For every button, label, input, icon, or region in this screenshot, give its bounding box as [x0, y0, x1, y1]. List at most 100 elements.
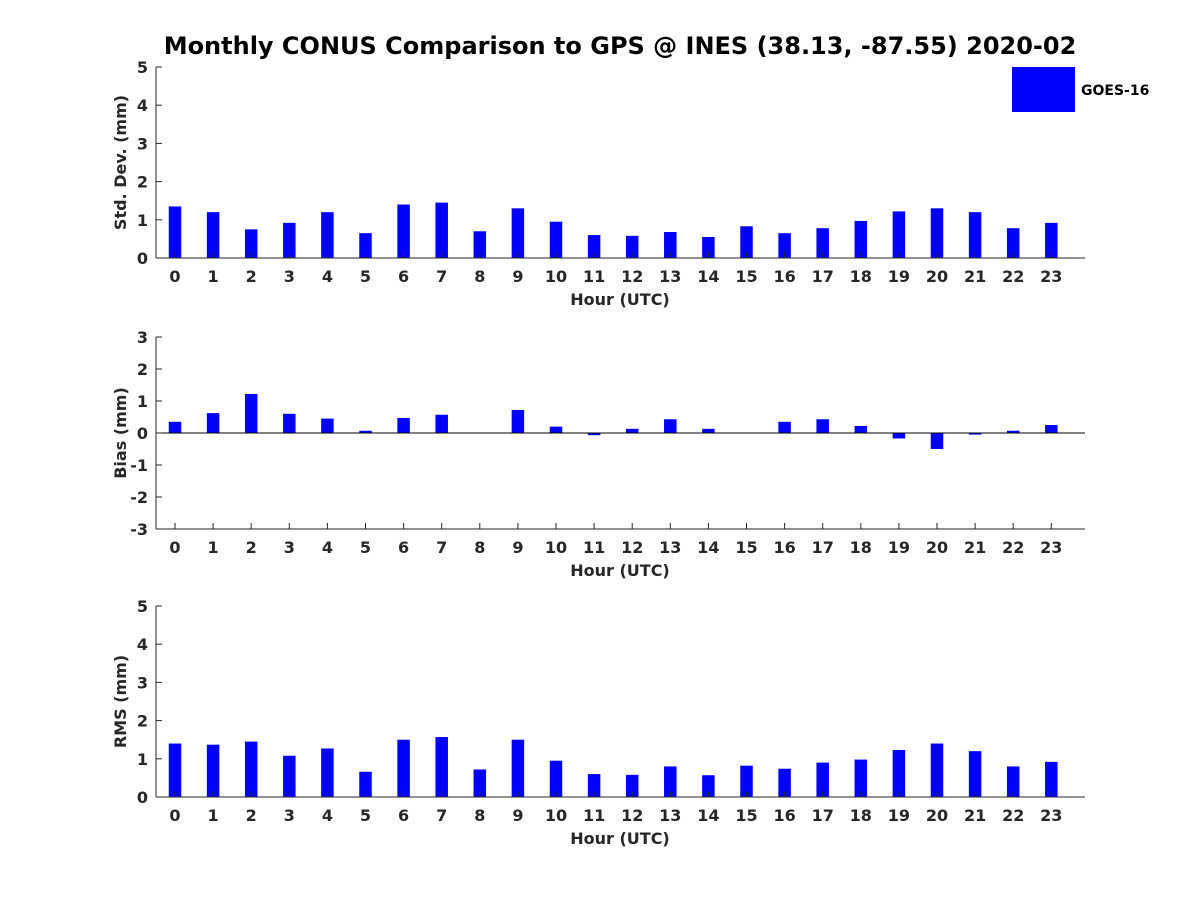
x-tick-label: 23: [1040, 538, 1062, 557]
y-tick-label: 5: [137, 597, 148, 616]
x-tick-label: 1: [208, 538, 219, 557]
x-tick-label: 18: [850, 267, 872, 286]
x-tick-label: 14: [697, 267, 719, 286]
x-tick-label: 4: [322, 267, 333, 286]
x-tick-label: 12: [621, 267, 643, 286]
y-tick-label: 0: [137, 424, 148, 443]
x-axis-label: Hour (UTC): [570, 829, 670, 848]
bar: [778, 768, 791, 797]
legend-swatch: [1012, 67, 1075, 112]
bar: [625, 235, 639, 258]
y-tick-label: -2: [130, 488, 148, 507]
x-axis-label: Hour (UTC): [570, 561, 670, 580]
y-tick-label: 2: [137, 173, 148, 192]
x-tick-label: 8: [474, 806, 485, 825]
x-tick-label: 12: [621, 538, 643, 557]
x-tick-label: 20: [926, 267, 948, 286]
bar: [968, 212, 982, 258]
x-tick-label: 11: [583, 267, 605, 286]
x-tick-label: 7: [436, 267, 447, 286]
bar: [168, 743, 182, 797]
bar: [587, 235, 601, 258]
bar: [892, 750, 906, 797]
x-tick-label: 2: [246, 806, 257, 825]
y-tick-label: 2: [137, 360, 148, 379]
bar: [549, 221, 563, 258]
bar: [511, 739, 525, 797]
x-tick-label: 21: [964, 806, 986, 825]
bar: [359, 771, 372, 797]
bar: [740, 226, 753, 258]
x-tick-label: 15: [735, 538, 757, 557]
x-tick-label: 21: [964, 267, 986, 286]
x-tick-label: 6: [398, 806, 409, 825]
x-tick-label: 11: [583, 806, 605, 825]
x-tick-label: 17: [812, 806, 834, 825]
legend: GOES-16: [1012, 67, 1149, 112]
y-tick-label: 0: [137, 249, 148, 268]
bar: [1045, 222, 1058, 258]
x-tick-label: 5: [360, 806, 371, 825]
bar: [511, 409, 525, 433]
x-tick-label: 2: [246, 267, 257, 286]
x-tick-label: 15: [735, 806, 757, 825]
figure-title: Monthly CONUS Comparison to GPS @ INES (…: [164, 32, 1077, 60]
y-tick-label: -3: [130, 520, 148, 539]
y-tick-label: 4: [137, 96, 148, 115]
bar: [397, 204, 410, 258]
x-tick-label: 10: [545, 267, 567, 286]
x-tick-label: 10: [545, 806, 567, 825]
bar: [1006, 228, 1020, 258]
y-tick-label: 3: [137, 328, 148, 347]
x-tick-label: 2: [246, 538, 257, 557]
bar: [854, 759, 868, 797]
bar: [435, 414, 448, 433]
y-tick-label: 1: [137, 392, 148, 411]
y-tick-label: 0: [137, 788, 148, 807]
bar: [321, 748, 334, 797]
x-tick-label: 16: [773, 267, 795, 286]
bar: [397, 739, 410, 797]
x-tick-label: 17: [812, 538, 834, 557]
x-tick-label: 3: [284, 267, 295, 286]
bar: [816, 228, 829, 258]
x-tick-label: 19: [888, 806, 910, 825]
x-tick-label: 4: [322, 806, 333, 825]
bar: [778, 233, 791, 258]
x-axis-label: Hour (UTC): [570, 290, 670, 309]
y-tick-label: 2: [137, 712, 148, 731]
y-axis-label: RMS (mm): [111, 655, 130, 748]
bar: [587, 433, 601, 436]
bar: [511, 208, 525, 258]
x-tick-label: 0: [169, 806, 180, 825]
x-tick-label: 8: [474, 267, 485, 286]
bar: [816, 762, 829, 797]
y-tick-label: 3: [137, 673, 148, 692]
x-tick-label: 20: [926, 806, 948, 825]
x-tick-label: 21: [964, 538, 986, 557]
bar: [168, 421, 182, 433]
bar: [244, 393, 258, 433]
y-axis-label: Bias (mm): [111, 387, 130, 479]
y-tick-label: 1: [137, 211, 148, 230]
bar: [625, 428, 639, 433]
bar: [321, 418, 334, 433]
y-tick-label: -1: [130, 456, 148, 475]
x-tick-label: 9: [512, 538, 523, 557]
x-tick-label: 0: [169, 538, 180, 557]
bar: [359, 233, 372, 258]
x-tick-label: 15: [735, 267, 757, 286]
bar: [206, 413, 220, 433]
bar: [587, 774, 601, 797]
x-tick-label: 7: [436, 806, 447, 825]
bar: [1006, 430, 1020, 433]
x-tick-label: 7: [436, 538, 447, 557]
x-tick-label: 23: [1040, 267, 1062, 286]
bar: [968, 751, 982, 797]
x-tick-label: 12: [621, 806, 643, 825]
legend-label: GOES-16: [1081, 83, 1149, 99]
x-tick-label: 13: [659, 806, 681, 825]
